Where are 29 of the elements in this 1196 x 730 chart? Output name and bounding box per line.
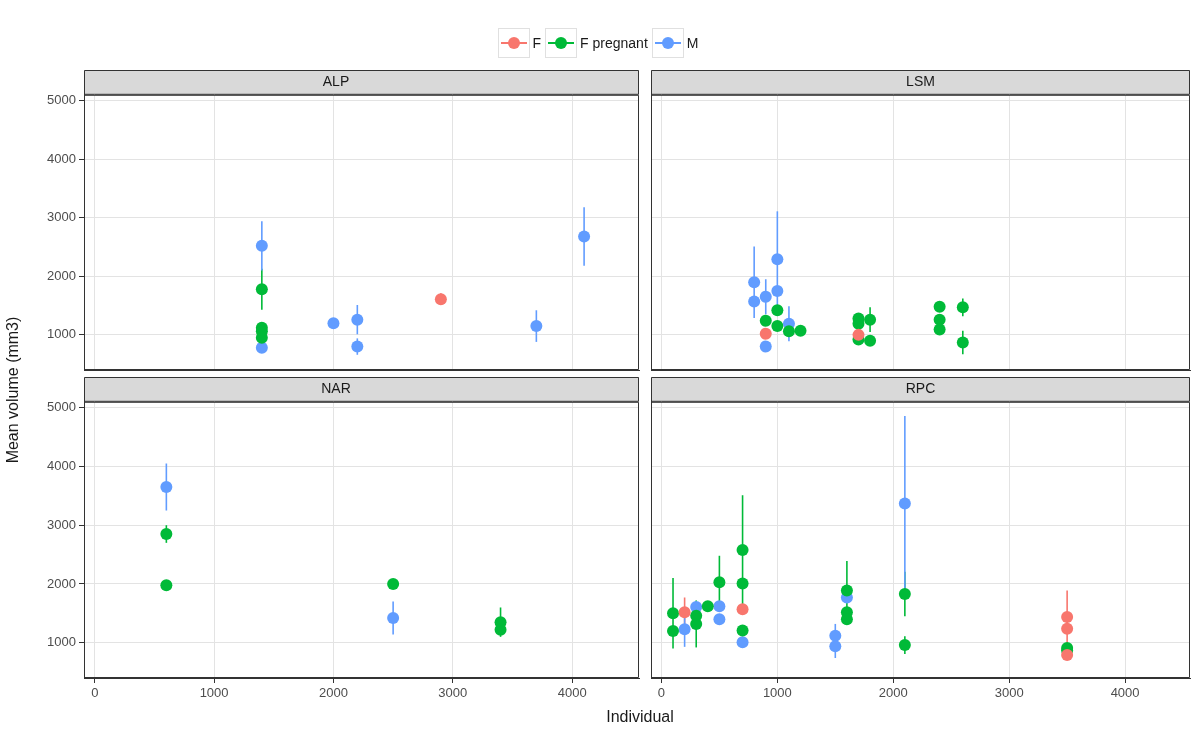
y-tick-label: 2000 xyxy=(47,575,76,591)
x-tick-label: 1000 xyxy=(199,685,229,701)
x-tick-label: 4000 xyxy=(557,685,587,701)
chart-title: ALP xyxy=(322,73,350,90)
x-tick-label: 2000 xyxy=(318,685,348,701)
y-tick-label: 3000 xyxy=(47,209,76,225)
y-tick-label: 5000 xyxy=(47,92,76,108)
y-tick-label: 4000 xyxy=(47,150,76,166)
y-tick-label: 4000 xyxy=(47,458,76,474)
chart-title: LSM xyxy=(906,73,935,90)
y-tick-label: 1000 xyxy=(47,326,76,342)
y-tick-label: 1000 xyxy=(47,634,76,650)
x-tick-label: 0 xyxy=(91,685,99,701)
y-tick-label: 2000 xyxy=(47,267,76,283)
x-tick-label: 2000 xyxy=(878,685,908,701)
x-tick-label: 4000 xyxy=(1110,685,1140,701)
x-axis-title: Individual xyxy=(606,708,674,726)
x-tick-label: 0 xyxy=(657,685,666,701)
x-tick-label: 3000 xyxy=(994,685,1024,701)
y-tick-label: 5000 xyxy=(47,399,76,415)
y-axis-title: Mean volume (mm3) xyxy=(4,316,22,464)
chart-title: RPC xyxy=(905,380,936,397)
x-tick-label: 3000 xyxy=(438,685,468,701)
legend-label: M xyxy=(686,35,699,51)
y-tick-label: 3000 xyxy=(47,516,76,532)
x-tick-label: 1000 xyxy=(762,685,792,701)
legend-label: F pregnant xyxy=(580,35,648,51)
legend-label: F xyxy=(532,35,542,51)
chart-title: NAR xyxy=(321,380,351,397)
